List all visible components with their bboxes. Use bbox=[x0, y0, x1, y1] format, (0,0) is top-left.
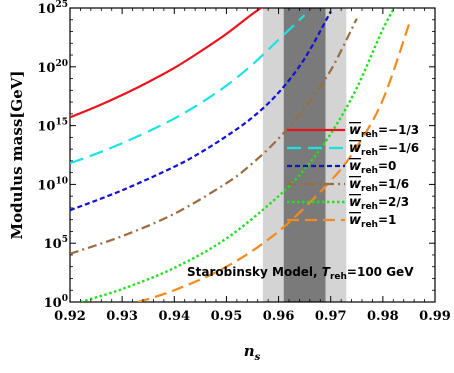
x-tick-label: 0.98 bbox=[367, 309, 399, 324]
x-tick-label: 0.95 bbox=[211, 309, 243, 324]
series-line-1 bbox=[70, 14, 306, 165]
x-axis-title: ns bbox=[244, 342, 261, 363]
model-annotation: Starobinsky Model, Treh=100 GeV bbox=[187, 265, 414, 282]
legend-label-0: wreh=−1/3 bbox=[349, 123, 419, 140]
x-tick-label: 0.94 bbox=[158, 309, 190, 324]
y-axis-title: Modulus mass[GeV] bbox=[8, 71, 26, 240]
series-line-3 bbox=[70, 18, 358, 255]
x-tick-label: 0.97 bbox=[315, 309, 347, 324]
series-line-4 bbox=[80, 8, 396, 302]
y-tick-label: 1025 bbox=[37, 0, 68, 17]
legend-label-3: wreh=1/6 bbox=[349, 177, 409, 194]
y-tick-label: 105 bbox=[44, 235, 68, 252]
y-tick-label: 1020 bbox=[37, 59, 68, 76]
legend-label-1: wreh=−1/6 bbox=[349, 141, 419, 158]
y-tick-labels: 100 105 1010 1015 1020 1025 bbox=[37, 0, 68, 311]
legend: wreh=−1/3wreh=−1/6wreh=0wreh=1/6wreh=2/3… bbox=[287, 123, 419, 230]
band-1 bbox=[283, 8, 326, 302]
y-tick-label: 1010 bbox=[37, 176, 68, 193]
legend-label-5: wreh=1 bbox=[349, 213, 396, 230]
series-line-2 bbox=[70, 10, 332, 212]
shaded-bands bbox=[262, 8, 347, 302]
x-tick-labels: 0.92 0.93 0.94 0.95 0.96 0.97 0.98 0.99 bbox=[54, 309, 451, 324]
x-tick-label: 0.92 bbox=[54, 309, 86, 324]
y-tick-label: 100 bbox=[44, 294, 68, 311]
x-tick-label: 0.96 bbox=[263, 309, 295, 324]
x-tick-label: 0.93 bbox=[106, 309, 138, 324]
series-line-0 bbox=[70, 8, 263, 119]
plot-frame bbox=[69, 7, 436, 303]
legend-label-4: wreh=2/3 bbox=[349, 195, 409, 212]
x-tick-label: 0.99 bbox=[419, 309, 451, 324]
legend-label-2: wreh=0 bbox=[349, 159, 396, 176]
y-tick-label: 1015 bbox=[37, 118, 68, 135]
axis-ticks bbox=[69, 7, 436, 303]
